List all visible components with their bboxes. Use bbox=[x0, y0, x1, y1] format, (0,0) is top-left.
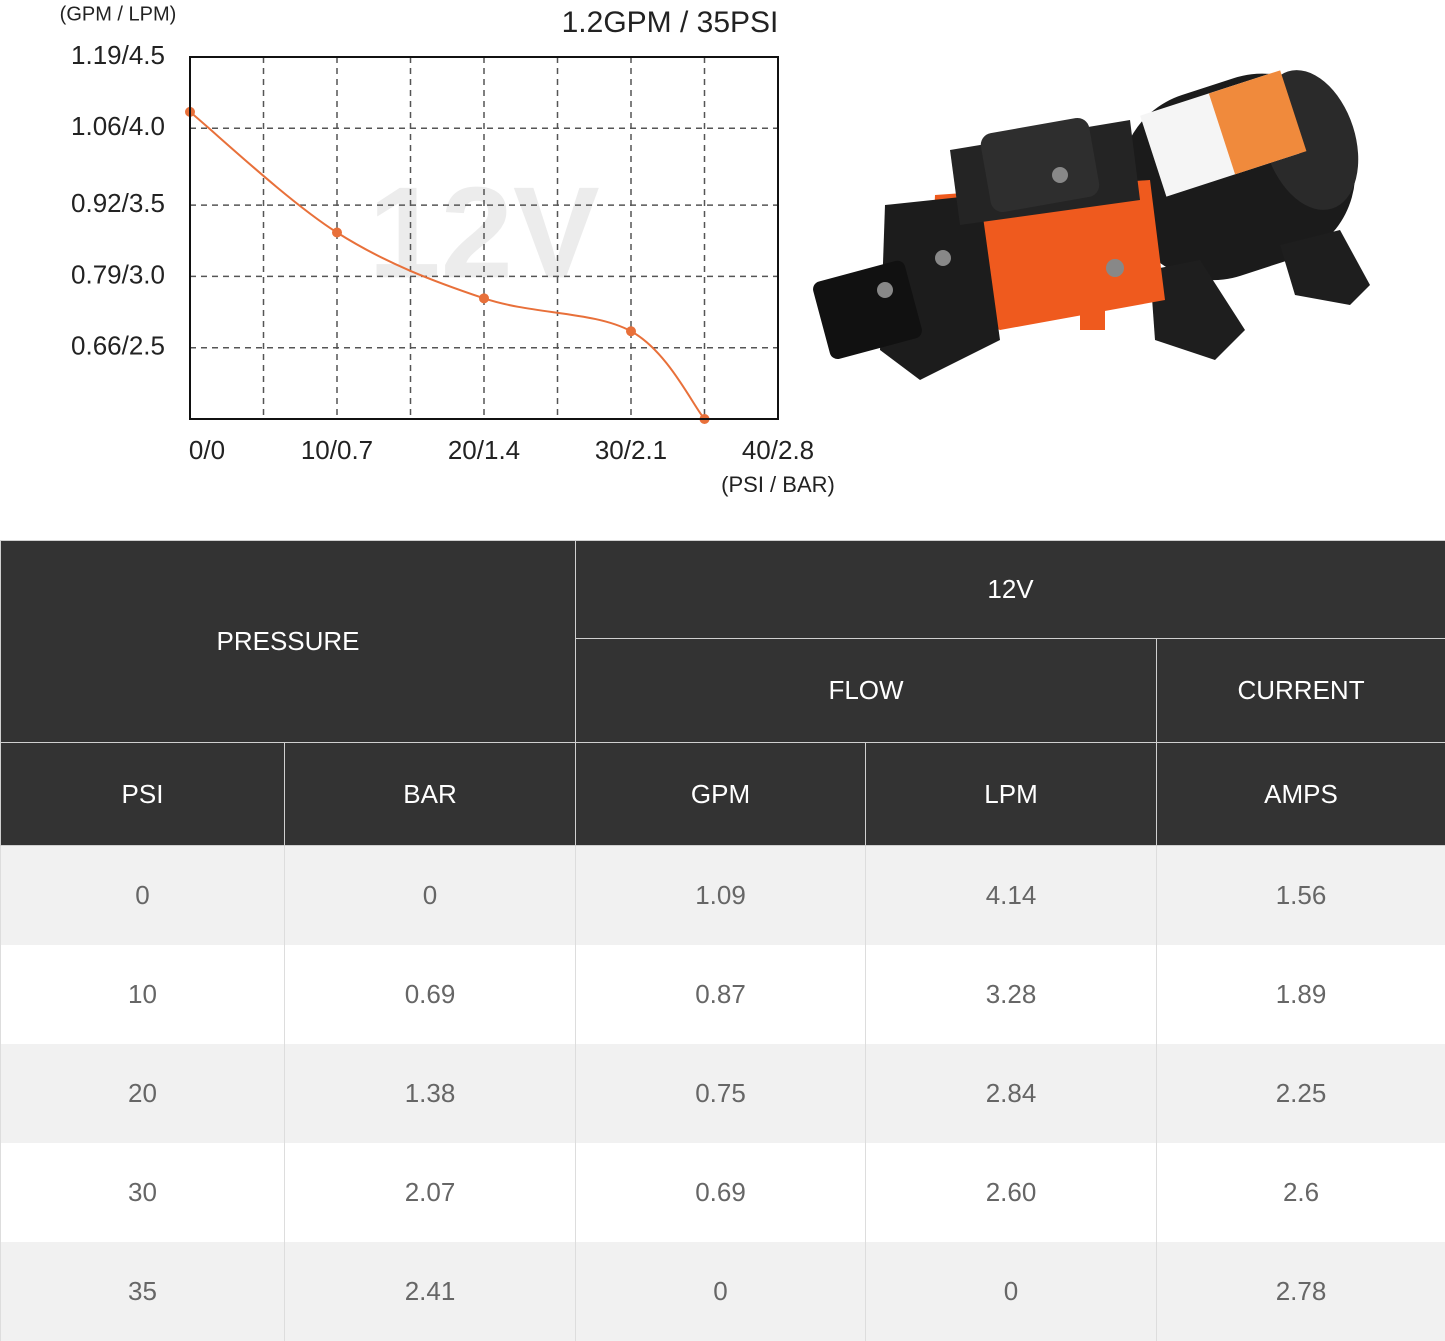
data-point bbox=[626, 326, 636, 336]
table-cell: 1.38 bbox=[285, 1044, 576, 1143]
table-cell: 0.69 bbox=[576, 1143, 866, 1242]
table-cell: 1.56 bbox=[1157, 846, 1445, 946]
table-cell: 0.69 bbox=[285, 945, 576, 1044]
table-cell: 2.6 bbox=[1157, 1143, 1445, 1242]
chart: 12V (GPM / LPM) 1.2GPM / 35PSI (PSI / BA… bbox=[0, 0, 1445, 540]
data-point bbox=[332, 228, 342, 238]
y-axis-label: (GPM / LPM) bbox=[60, 3, 177, 25]
table-cell: 2.84 bbox=[866, 1044, 1157, 1143]
table-cell: 10 bbox=[1, 945, 285, 1044]
table-cell: 0 bbox=[1, 846, 285, 946]
table-cell: 0.75 bbox=[576, 1044, 866, 1143]
y-tick-label: 1.19/4.5 bbox=[71, 40, 165, 70]
y-tick-label: 0.66/2.5 bbox=[71, 331, 165, 361]
table-cell: 3.28 bbox=[866, 945, 1157, 1044]
table-cell: 4.14 bbox=[866, 846, 1157, 946]
header-cell: AMPS bbox=[1157, 743, 1445, 846]
table-cell: 30 bbox=[1, 1143, 285, 1242]
table-cell: 0 bbox=[576, 1242, 866, 1341]
y-tick-label: 0.79/3.0 bbox=[71, 259, 165, 289]
table-cell: 2.78 bbox=[1157, 1242, 1445, 1341]
page: 12V (GPM / LPM) 1.2GPM / 35PSI (PSI / BA… bbox=[0, 0, 1445, 1303]
header-cell: FLOW bbox=[576, 639, 1157, 743]
table-cell: 1.89 bbox=[1157, 945, 1445, 1044]
x-tick-label: 30/2.1 bbox=[595, 435, 667, 465]
table-cell: 0.87 bbox=[576, 945, 866, 1044]
header-cell: BAR bbox=[285, 743, 576, 846]
table-cell: 2.25 bbox=[1157, 1044, 1445, 1143]
table-cell: 1.09 bbox=[576, 846, 866, 946]
table-cell: 20 bbox=[1, 1044, 285, 1143]
table-cell: 2.07 bbox=[285, 1143, 576, 1242]
data-point bbox=[479, 293, 489, 303]
header-cell: GPM bbox=[576, 743, 866, 846]
x-axis-label: (PSI / BAR) bbox=[721, 472, 835, 497]
x-tick-label: 40/2.8 bbox=[742, 435, 814, 465]
table-cell: 0 bbox=[285, 846, 576, 946]
table-cell: 35 bbox=[1, 1242, 285, 1341]
header-cell: PSI bbox=[1, 743, 285, 846]
table-cell: 2.41 bbox=[285, 1242, 576, 1341]
x-tick-label: 0/0 bbox=[189, 435, 225, 465]
header-cell: 12V bbox=[576, 541, 1445, 639]
header-cell: CURRENT bbox=[1157, 639, 1445, 743]
header-cell: LPM bbox=[866, 743, 1157, 846]
y-tick-label: 0.92/3.5 bbox=[71, 188, 165, 218]
y-tick-label: 1.06/4.0 bbox=[71, 111, 165, 141]
pump-photo bbox=[811, 50, 1378, 380]
x-tick-label: 20/1.4 bbox=[448, 435, 520, 465]
header-cell: PRESSURE bbox=[1, 541, 576, 743]
table-cell: 0 bbox=[866, 1242, 1157, 1341]
x-tick-label: 10/0.7 bbox=[301, 435, 373, 465]
chart-title: 1.2GPM / 35PSI bbox=[562, 6, 779, 39]
table-cell: 2.60 bbox=[866, 1143, 1157, 1242]
